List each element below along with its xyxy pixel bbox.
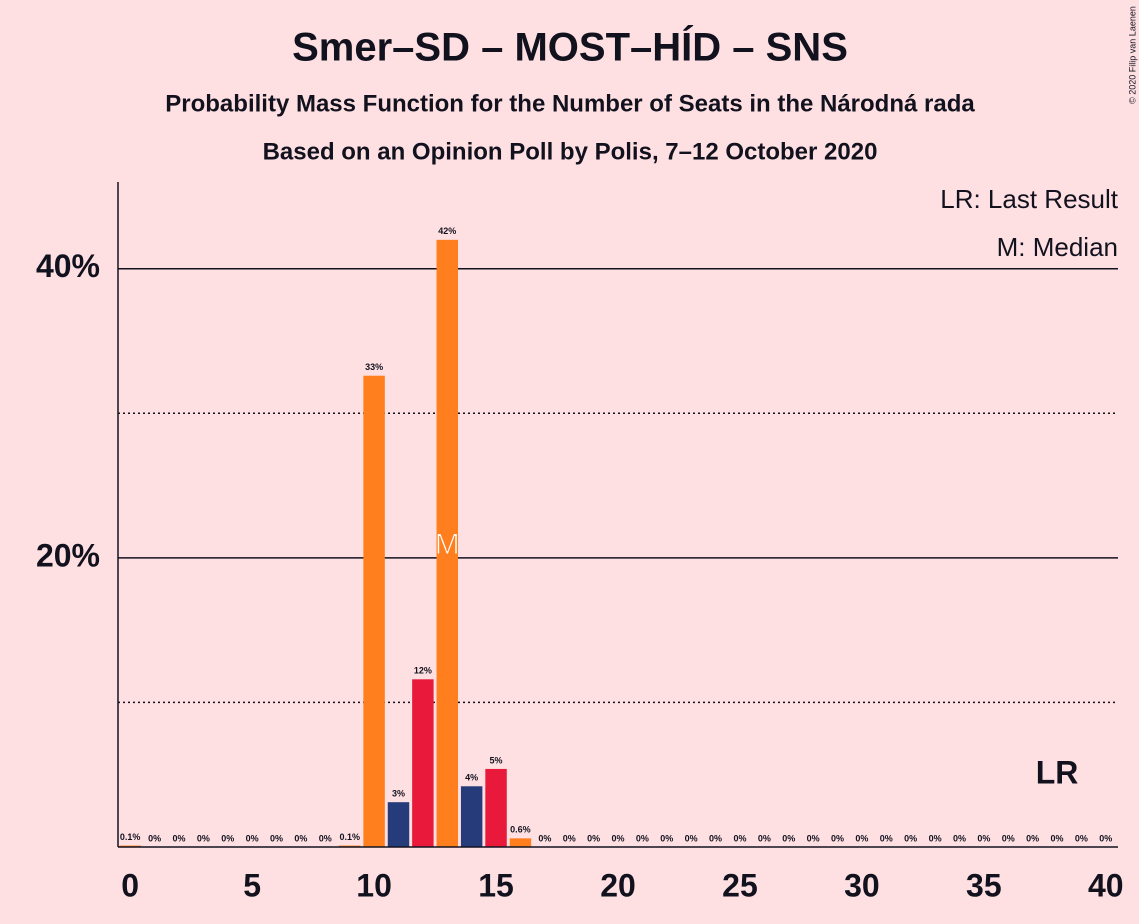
value-label: 0% [733,833,746,843]
legend-entry: LR: Last Result [940,184,1119,214]
value-label: 0% [197,833,210,843]
x-tick-label: 25 [722,867,758,903]
value-label: 0% [538,833,551,843]
x-tick-label: 15 [478,867,514,903]
value-label: 12% [414,666,432,676]
value-label: 0% [685,833,698,843]
x-tick-label: 35 [966,867,1002,903]
value-label: 0% [563,833,576,843]
value-label: 0% [611,833,624,843]
value-label: 0% [1075,833,1088,843]
value-label: 5% [490,755,503,765]
value-label: 0% [782,833,795,843]
value-label: 0.6% [510,825,531,835]
bar [509,838,532,847]
value-label: 0% [148,833,161,843]
value-label: 0% [929,833,942,843]
value-label: 0.1% [339,832,360,842]
copyright: © 2020 Filip van Laenen [1127,6,1137,104]
value-label: 0% [855,833,868,843]
value-label: 4% [465,773,478,783]
value-label: 0% [319,833,332,843]
value-label: 0% [904,833,917,843]
bar [485,768,507,847]
x-tick-label: 10 [356,867,392,903]
value-label: 0% [270,833,283,843]
value-label: 0% [807,833,820,843]
value-label: 3% [392,789,405,799]
value-label: 0% [953,833,966,843]
value-label: 42% [438,226,456,236]
bar [412,679,434,847]
x-tick-label: 0 [121,867,139,903]
value-label: 0% [587,833,600,843]
value-label: 0% [1002,833,1015,843]
bar [387,802,410,847]
value-label: 0% [709,833,722,843]
last-result-marker: LR [1036,754,1079,790]
median-marker: M [435,528,460,561]
x-tick-label: 30 [844,867,880,903]
bar [436,239,458,848]
value-label: 0% [758,833,771,843]
value-label: 33% [365,362,383,372]
y-tick-label: 20% [36,537,100,573]
value-label: 0% [1051,833,1064,843]
value-label: 0% [172,833,185,843]
chart-subtitle: Based on an Opinion Poll by Polis, 7–12 … [263,138,878,165]
value-label: 0% [880,833,893,843]
chart-subtitle: Probability Mass Function for the Number… [165,90,975,117]
value-label: 0% [221,833,234,843]
value-label: 0% [831,833,844,843]
value-label: 0% [1026,833,1039,843]
value-label: 0.1% [120,832,141,842]
x-tick-label: 40 [1088,867,1124,903]
value-label: 0% [660,833,673,843]
bar [363,375,385,847]
value-label: 0% [294,833,307,843]
value-label: 0% [1099,833,1112,843]
value-label: 0% [977,833,990,843]
x-tick-label: 5 [243,867,261,903]
bar [460,786,483,847]
value-label: 0% [246,833,259,843]
legend-entry: M: Median [997,232,1118,262]
chart-title: Smer–SD – MOST–HÍD – SNS [292,25,848,70]
y-tick-label: 40% [36,248,100,284]
x-tick-label: 20 [600,867,636,903]
value-label: 0% [636,833,649,843]
